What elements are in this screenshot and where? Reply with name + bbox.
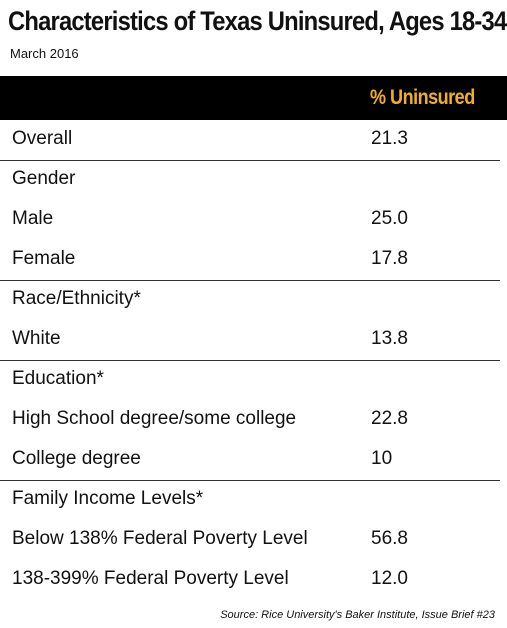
- table-row: Female 17.8: [0, 240, 500, 280]
- table-row: College degree 10: [0, 440, 500, 480]
- row-label: Race/Ethnicity*: [12, 288, 141, 309]
- table-row: Male 25.0: [0, 200, 500, 240]
- section-divider: [0, 480, 500, 481]
- row-label: Male: [12, 208, 54, 229]
- table-row: Education*: [0, 360, 500, 400]
- row-label: Education*: [12, 368, 104, 389]
- table-header-bar: % Uninsured: [0, 76, 507, 120]
- table-row: Below 138% Federal Poverty Level 56.8: [0, 520, 500, 560]
- table-row: Race/Ethnicity*: [0, 280, 500, 320]
- table-row: Overall 21.3: [0, 120, 500, 160]
- row-label: White: [12, 328, 61, 349]
- row-label: Family Income Levels*: [12, 488, 204, 509]
- row-value: 56.8: [371, 528, 408, 549]
- row-value: 25.0: [371, 208, 408, 229]
- section-divider: [0, 160, 500, 161]
- table-row: Gender: [0, 160, 500, 200]
- row-label: 138-399% Federal Poverty Level: [12, 568, 289, 589]
- chart-subtitle: March 2016: [10, 46, 79, 61]
- row-label: High School degree/some college: [12, 408, 297, 429]
- row-label: Overall: [12, 128, 73, 149]
- row-label: Female: [12, 248, 76, 269]
- row-label: Below 138% Federal Poverty Level: [12, 528, 308, 549]
- table-row: High School degree/some college 22.8: [0, 400, 500, 440]
- table-row: Family Income Levels*: [0, 480, 500, 520]
- source-note: Source: Rice University's Baker Institut…: [220, 609, 495, 621]
- column-header-percent-uninsured: % Uninsured: [370, 86, 475, 109]
- row-value: 21.3: [371, 128, 408, 149]
- table-row: White 13.8: [0, 320, 500, 360]
- row-value: 22.8: [371, 408, 408, 429]
- section-divider: [0, 360, 500, 361]
- chart-title: Characteristics of Texas Uninsured, Ages…: [8, 6, 507, 36]
- table-row: 138-399% Federal Poverty Level 12.0: [0, 560, 500, 600]
- row-label: College degree: [12, 448, 141, 469]
- row-value: 17.8: [371, 248, 408, 269]
- row-value: 13.8: [371, 328, 408, 349]
- section-divider: [0, 280, 500, 281]
- row-value: 12.0: [371, 568, 408, 589]
- row-label: Gender: [12, 168, 76, 189]
- row-value: 10: [371, 448, 393, 469]
